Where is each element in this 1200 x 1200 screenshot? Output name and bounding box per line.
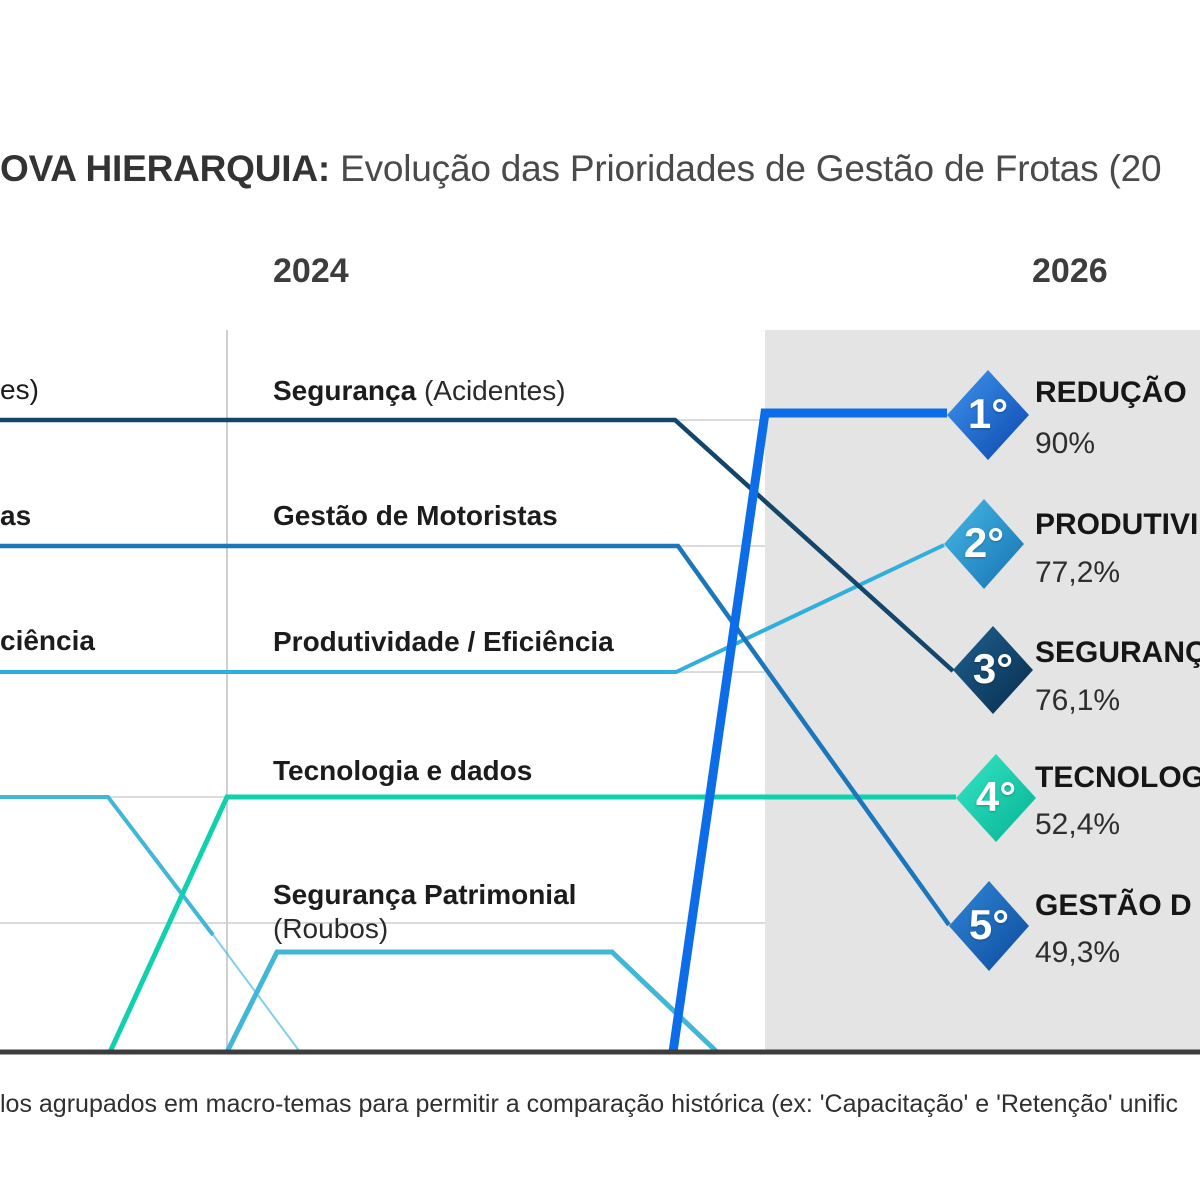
column-header-2024: 2024: [273, 252, 349, 290]
rank-3-number: 3°: [972, 645, 1014, 693]
rank-1-label: REDUÇÃO: [1035, 376, 1187, 409]
chart-title-rest: Evolução das Prioridades de Gestão de Fr…: [330, 148, 1162, 189]
diamond-rank-3: [953, 626, 1033, 714]
left-fragment-3: ciência: [0, 625, 95, 656]
rank-5-label: GESTÃO D: [1035, 889, 1192, 922]
line-exiting-rank4: [0, 795, 215, 937]
rank-5-value: 49,3%: [1035, 936, 1121, 969]
chart-title-highlight: OVA HIERARQUIA:: [0, 148, 331, 189]
diamond-rank-1: [947, 370, 1029, 460]
rank-1-number: 1°: [967, 390, 1009, 438]
rank-5-number: 5°: [968, 901, 1010, 949]
diamond-rank-2: [944, 499, 1024, 589]
line-seguranca-acidentes: [0, 417, 955, 673]
rank-2-value: 77,2%: [1035, 556, 1121, 589]
left-fragment-2: as: [0, 500, 32, 531]
label-seguranca-patrimonial: Segurança Patrimonial (Roubos): [273, 879, 577, 944]
diamond-rank-4: [956, 754, 1036, 842]
rank-3-label: SEGURANÇ: [1035, 636, 1200, 669]
chart-title: OVA HIERARQUIA: Evolução das Prioridades…: [0, 148, 1162, 190]
label-gestao-de-motoristas: Gestão de Motoristas: [273, 500, 558, 531]
rank-4-number: 4°: [975, 773, 1017, 821]
line-gestao-de-motoristas: [0, 543, 951, 927]
rank-1-value: 90%: [1035, 427, 1096, 460]
rank-2-label: PRODUTIVI: [1035, 508, 1199, 541]
rank-2-number: 2°: [963, 519, 1005, 567]
label-produtividade-eficiencia: Produtividade / Eficiência: [273, 626, 614, 657]
label-tecnologia-e-dados: Tecnologia e dados: [273, 755, 533, 786]
line-produtividade-eficiencia: [0, 543, 945, 674]
footnote: los agrupados em macro-temas para permit…: [0, 1090, 1178, 1118]
rank-4-value: 52,4%: [1035, 808, 1121, 841]
line-seguranca-patrimonial: [224, 949, 719, 1054]
rank-3-value: 76,1%: [1035, 684, 1121, 717]
left-fragment-1: es): [0, 374, 39, 405]
label-seguranca-acidentes: Segurança (Acidentes): [273, 375, 566, 406]
column-header-2026: 2026: [1032, 252, 1108, 290]
diamond-rank-5: [949, 881, 1029, 971]
line-reducao-entrante: [668, 408, 947, 1053]
rank-4-label: TECNOLOG: [1035, 761, 1200, 794]
